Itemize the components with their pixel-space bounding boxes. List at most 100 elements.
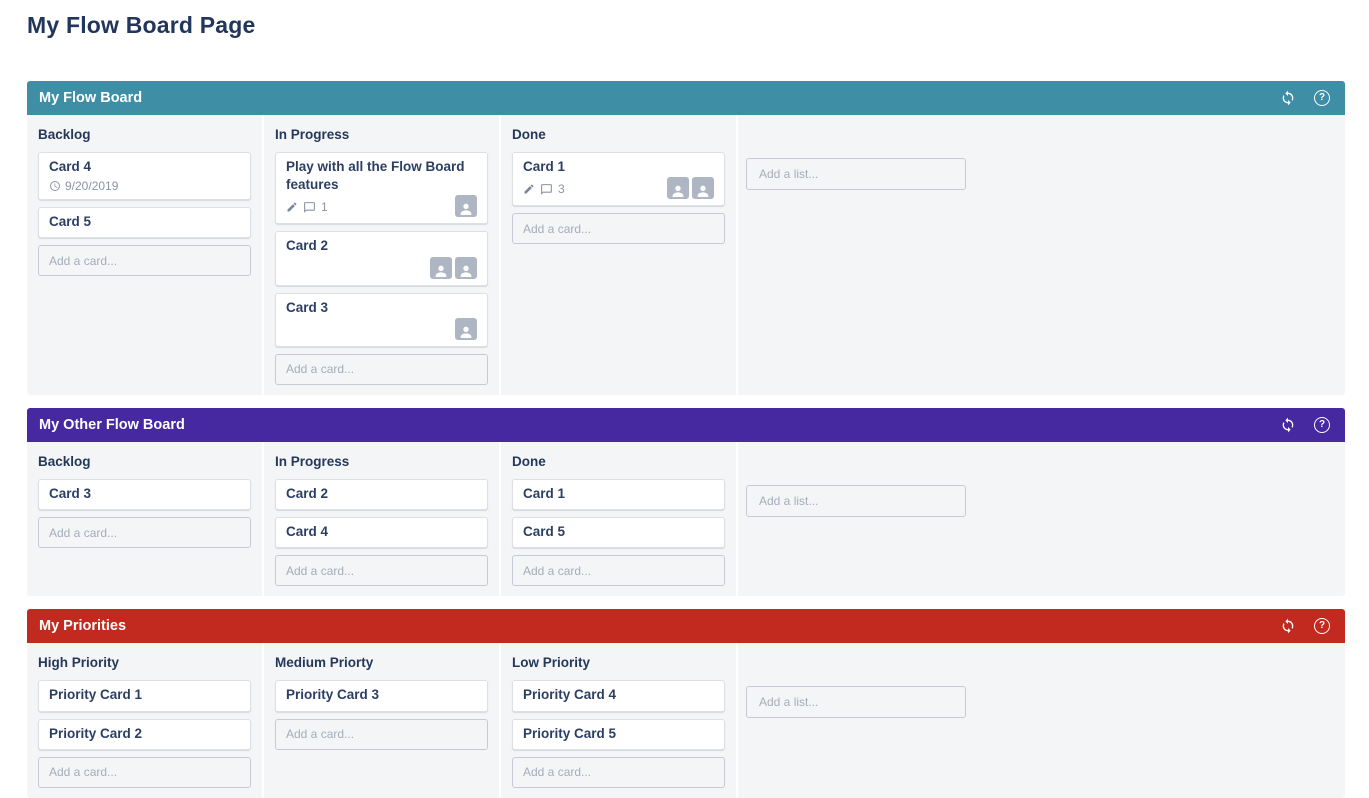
add-card-input[interactable] [512,213,725,245]
card[interactable]: Card 2 [275,231,488,286]
card[interactable]: Priority Card 3 [275,680,488,712]
board-my-priorities: My Priorities ? High Priority Priority C… [27,609,1345,798]
help-button[interactable]: ? [1314,416,1330,433]
card-avatars [430,256,477,279]
card[interactable]: Card 5 [512,517,725,549]
card[interactable]: Card 4 [275,517,488,549]
list-low-priority: Low Priority Priority Card 4 Priority Ca… [501,643,738,798]
card-title: Card 5 [49,214,92,230]
list-title: Done [512,453,546,469]
help-icon: ? [1314,416,1330,433]
person-glyph [460,204,472,216]
card[interactable]: Card 3 [275,292,488,347]
card-title: Card 2 [286,485,329,501]
card[interactable]: Card 4 9/20/2019 [38,152,251,201]
card[interactable]: Priority Card 4 [512,680,725,712]
avatar-icon [455,195,477,218]
list-backlog: Backlog Card 3 [27,441,264,597]
board-header-actions: ? [1280,416,1330,433]
card-title: Card 4 [49,159,92,174]
edit-pencil-icon [524,184,534,194]
add-list-input[interactable] [746,158,966,190]
help-button[interactable]: ? [1314,90,1330,106]
card-title: Play with all the Flow Board features [286,159,465,193]
card-title: Card 2 [286,238,329,254]
card-footer: 3 [523,177,714,200]
add-card-input[interactable] [275,353,488,385]
list-done: Done Card 1 3 [501,115,738,395]
add-card-input[interactable] [38,517,251,549]
card[interactable]: Card 1 [512,478,725,511]
avatar-icon [430,256,452,279]
card-footer [286,317,477,340]
board-header: My Flow Board ? [27,81,1345,115]
board-body: High Priority Priority Card 1 Priority C… [27,643,1345,798]
board-header-actions: ? [1280,618,1330,635]
person-glyph [672,185,684,198]
add-card-input[interactable] [38,756,251,788]
card-footer: 1 [286,195,477,218]
card[interactable]: Card 5 [38,207,251,239]
add-list-input[interactable] [746,686,966,719]
list-done: Done Card 1 Card 5 [501,441,738,597]
card-title: Priority Card 3 [286,687,380,703]
refresh-icon [1282,90,1294,106]
due-date-text: 9/20/2019 [65,179,119,194]
avatar-icon [692,177,714,200]
add-list-area [738,442,1345,596]
avatar-icon [667,177,689,200]
add-card-input[interactable] [512,756,725,788]
add-card-input[interactable] [512,555,725,587]
card-title: Priority Card 4 [523,687,617,703]
comment-icon [541,183,552,195]
list-title: Backlog [38,453,91,469]
list-title: In Progress [275,127,350,142]
refresh-button[interactable] [1280,618,1296,634]
list-in-progress: In Progress Play with all the Flow Board… [264,115,501,395]
card[interactable]: Card 3 [38,478,251,511]
card-title: Priority Card 5 [523,725,617,741]
help-icon: ? [1314,90,1330,106]
refresh-button[interactable] [1280,90,1296,106]
page-title: My Flow Board Page [27,12,256,38]
card-due-date: 9/20/2019 [49,179,240,193]
add-card-input[interactable] [275,718,488,750]
help-button[interactable]: ? [1314,618,1330,635]
card-title: Card 4 [286,524,329,540]
board-body: Backlog Card 3 In Progress Card 2 Card 4… [27,441,1345,597]
refresh-icon [1282,618,1294,634]
card-badges: 3 [523,182,565,199]
board-header: My Priorities ? [27,609,1345,644]
person-glyph [435,265,447,277]
list-title: Low Priority [512,655,591,671]
card[interactable]: Priority Card 5 [512,718,725,750]
add-list-input[interactable] [746,484,966,517]
list-title: In Progress [275,453,350,469]
refresh-button[interactable] [1280,417,1296,433]
card-title: Card 1 [523,485,566,501]
card[interactable]: Priority Card 2 [38,718,251,750]
help-icon: ? [1314,618,1330,635]
card-title: Priority Card 2 [49,725,143,741]
card[interactable]: Card 2 [275,478,488,511]
comment-icon [304,202,315,213]
card-title: Card 1 [523,159,566,174]
list-high-priority: High Priority Priority Card 1 Priority C… [27,643,264,798]
avatar-icon [455,256,477,279]
card[interactable]: Card 1 3 [512,152,725,207]
card[interactable]: Play with all the Flow Board features 1 [275,152,488,225]
board-title: My Flow Board [39,90,143,106]
list-title: Backlog [38,127,91,142]
person-glyph [460,326,472,338]
board-my-flow-board: My Flow Board ? Backlog Card 4 9/20/2019… [27,81,1345,395]
add-card-input[interactable] [38,245,251,277]
list-backlog: Backlog Card 4 9/20/2019 Card 5 [27,115,264,395]
board-title: My Priorities [39,618,127,635]
card-badges: 1 [286,200,328,217]
add-list-area [738,643,1345,797]
add-card-input[interactable] [275,555,488,587]
board-my-other-flow-board: My Other Flow Board ? Backlog Card 3 In … [27,407,1345,597]
card[interactable]: Priority Card 1 [38,680,251,712]
card-avatars [455,317,477,340]
list-medium-priority: Medium Priorty Priority Card 3 [264,643,501,798]
